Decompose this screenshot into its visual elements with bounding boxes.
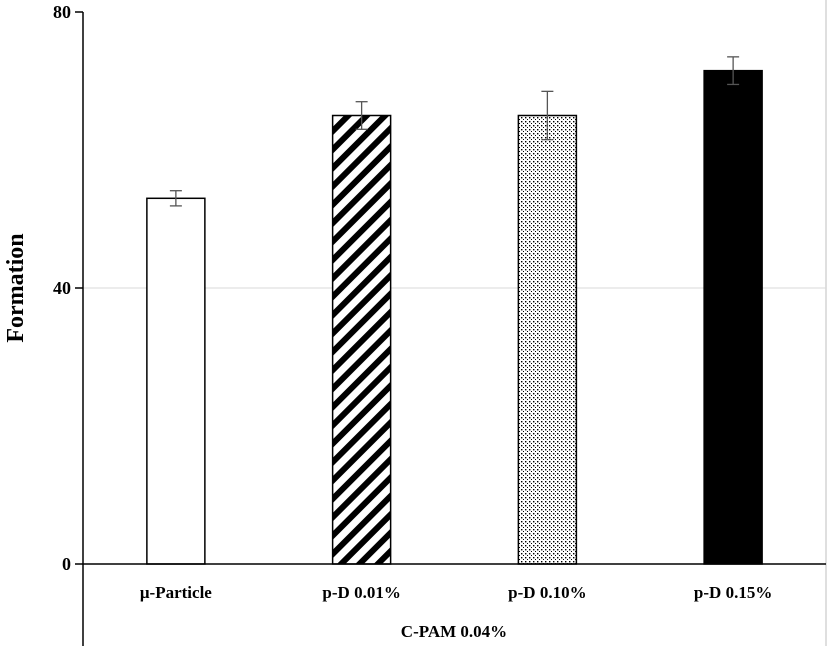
x-tick-label: μ-Particle — [140, 583, 212, 602]
bars — [146, 69, 763, 565]
y-tick-label: 80 — [53, 2, 71, 22]
bar — [517, 114, 578, 565]
y-ticks: 0 40 80 — [53, 2, 83, 574]
x-tick-label: p-D 0.15% — [694, 583, 772, 602]
x-tick-label: p-D 0.10% — [508, 583, 586, 602]
y-axis-label: Formation — [3, 233, 29, 342]
error-bars — [169, 56, 740, 207]
y-tick-label: 0 — [62, 554, 71, 574]
x-tick-labels: μ-Particle p-D 0.01% p-D 0.10% p-D 0.15% — [140, 583, 772, 602]
x-axis-group-label: C-PAM 0.04% — [401, 622, 507, 641]
bar — [146, 197, 206, 565]
bar — [331, 114, 392, 565]
bar — [703, 69, 763, 565]
x-tick-label: p-D 0.01% — [322, 583, 400, 602]
y-tick-label: 40 — [53, 278, 71, 298]
